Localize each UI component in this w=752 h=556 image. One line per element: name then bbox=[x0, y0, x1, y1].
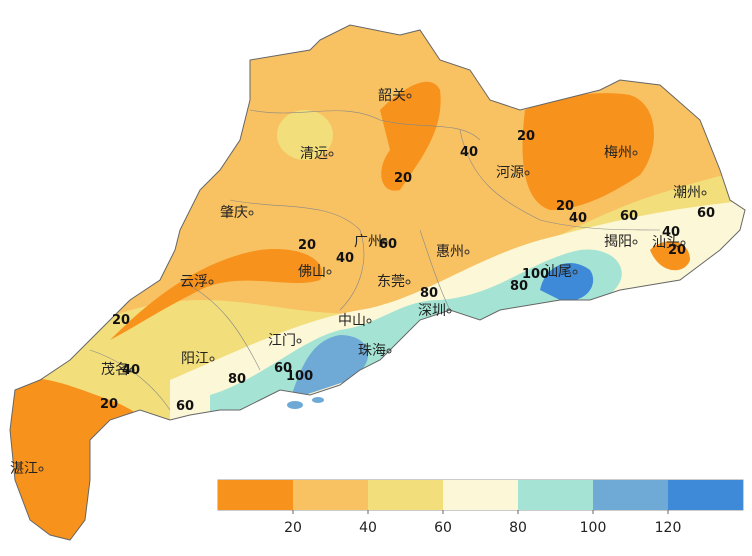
contour-label: 20 bbox=[100, 397, 118, 412]
city-dot bbox=[524, 170, 530, 176]
city-label: 阳江 bbox=[181, 351, 209, 367]
legend-swatch bbox=[368, 480, 443, 510]
city-dot bbox=[129, 367, 135, 373]
city-label: 河源 bbox=[496, 165, 524, 181]
legend-swatch bbox=[218, 480, 293, 510]
city-label: 揭阳 bbox=[604, 234, 632, 250]
city-dot bbox=[209, 356, 215, 362]
contour-label: 20 bbox=[394, 171, 412, 186]
city-label: 珠海 bbox=[358, 343, 386, 359]
contour-label: 60 bbox=[379, 237, 397, 252]
city-label: 佛山 bbox=[298, 264, 326, 280]
contour-label: 20 bbox=[517, 129, 535, 144]
contour-label: 40 bbox=[662, 225, 680, 240]
contour-label: 60 bbox=[620, 209, 638, 224]
city-dot bbox=[701, 190, 707, 196]
city-dot bbox=[632, 239, 638, 245]
city-dot bbox=[405, 279, 411, 285]
city-label: 深圳 bbox=[418, 303, 446, 319]
city-label: 汕头 bbox=[652, 235, 680, 251]
legend-tick-label: 20 bbox=[284, 520, 302, 536]
legend-swatch bbox=[593, 480, 668, 510]
city-label: 茂名 bbox=[101, 361, 129, 378]
city-label: 云浮 bbox=[180, 274, 208, 290]
legend-swatch bbox=[443, 480, 518, 510]
city-label: 惠州 bbox=[436, 244, 464, 260]
city-dot bbox=[680, 240, 686, 246]
legend-tick-label: 80 bbox=[509, 520, 527, 536]
contour-label: 80 bbox=[510, 279, 528, 294]
city-label: 汕尾 bbox=[544, 264, 572, 280]
contour-label: 60 bbox=[176, 399, 194, 414]
city-label: 江门 bbox=[268, 333, 296, 349]
city-dot bbox=[572, 269, 578, 275]
city-dot bbox=[208, 279, 214, 285]
city-dot bbox=[248, 210, 254, 216]
city-dot bbox=[326, 269, 332, 275]
contour-label: 100 bbox=[522, 267, 549, 282]
city-label: 梅州 bbox=[604, 145, 632, 161]
city-borders bbox=[89, 109, 661, 411]
legend-swatch bbox=[293, 480, 368, 510]
contour-label: 80 bbox=[420, 286, 438, 301]
city-label: 清远 bbox=[300, 146, 328, 162]
city-label: 潮州 bbox=[673, 185, 701, 201]
city-label: 东莞 bbox=[377, 274, 405, 290]
city-dot bbox=[406, 93, 412, 99]
city-label: 韶关 bbox=[378, 88, 406, 104]
contour-label: 80 bbox=[228, 372, 246, 387]
contour-label: 60 bbox=[274, 361, 292, 376]
city-label: 中山 bbox=[338, 313, 366, 329]
city-dot bbox=[328, 151, 334, 157]
city-dot bbox=[38, 466, 44, 472]
legend-tick-label: 40 bbox=[359, 520, 377, 536]
city-dot bbox=[386, 348, 392, 354]
city-dot bbox=[632, 150, 638, 156]
city-label: 湛江 bbox=[10, 461, 38, 477]
contour-label: 100 bbox=[286, 369, 313, 384]
city-label: 广州 bbox=[354, 234, 382, 250]
city-dot bbox=[296, 338, 302, 344]
contour-label: 40 bbox=[122, 363, 140, 378]
islands bbox=[221, 397, 324, 409]
contour-label: 40 bbox=[336, 251, 354, 266]
legend-swatch bbox=[668, 480, 743, 510]
contour-label: 20 bbox=[668, 243, 686, 258]
city-dot bbox=[446, 308, 452, 314]
legend-swatch bbox=[518, 480, 593, 510]
city-dot bbox=[382, 239, 388, 245]
city-dot bbox=[464, 249, 470, 255]
contour-label: 60 bbox=[697, 206, 715, 221]
contour-label: 20 bbox=[298, 238, 316, 253]
city-label: 肇庆 bbox=[220, 205, 248, 221]
legend-tick-label: 60 bbox=[434, 520, 452, 536]
contour-label: 20 bbox=[112, 313, 130, 328]
legend-tick-label: 100 bbox=[580, 520, 607, 536]
legend-tick-label: 120 bbox=[655, 520, 682, 536]
contour-label: 40 bbox=[460, 145, 478, 160]
contour-label: 20 bbox=[556, 199, 574, 214]
city-dot bbox=[366, 318, 372, 324]
contour-label: 40 bbox=[569, 211, 587, 226]
